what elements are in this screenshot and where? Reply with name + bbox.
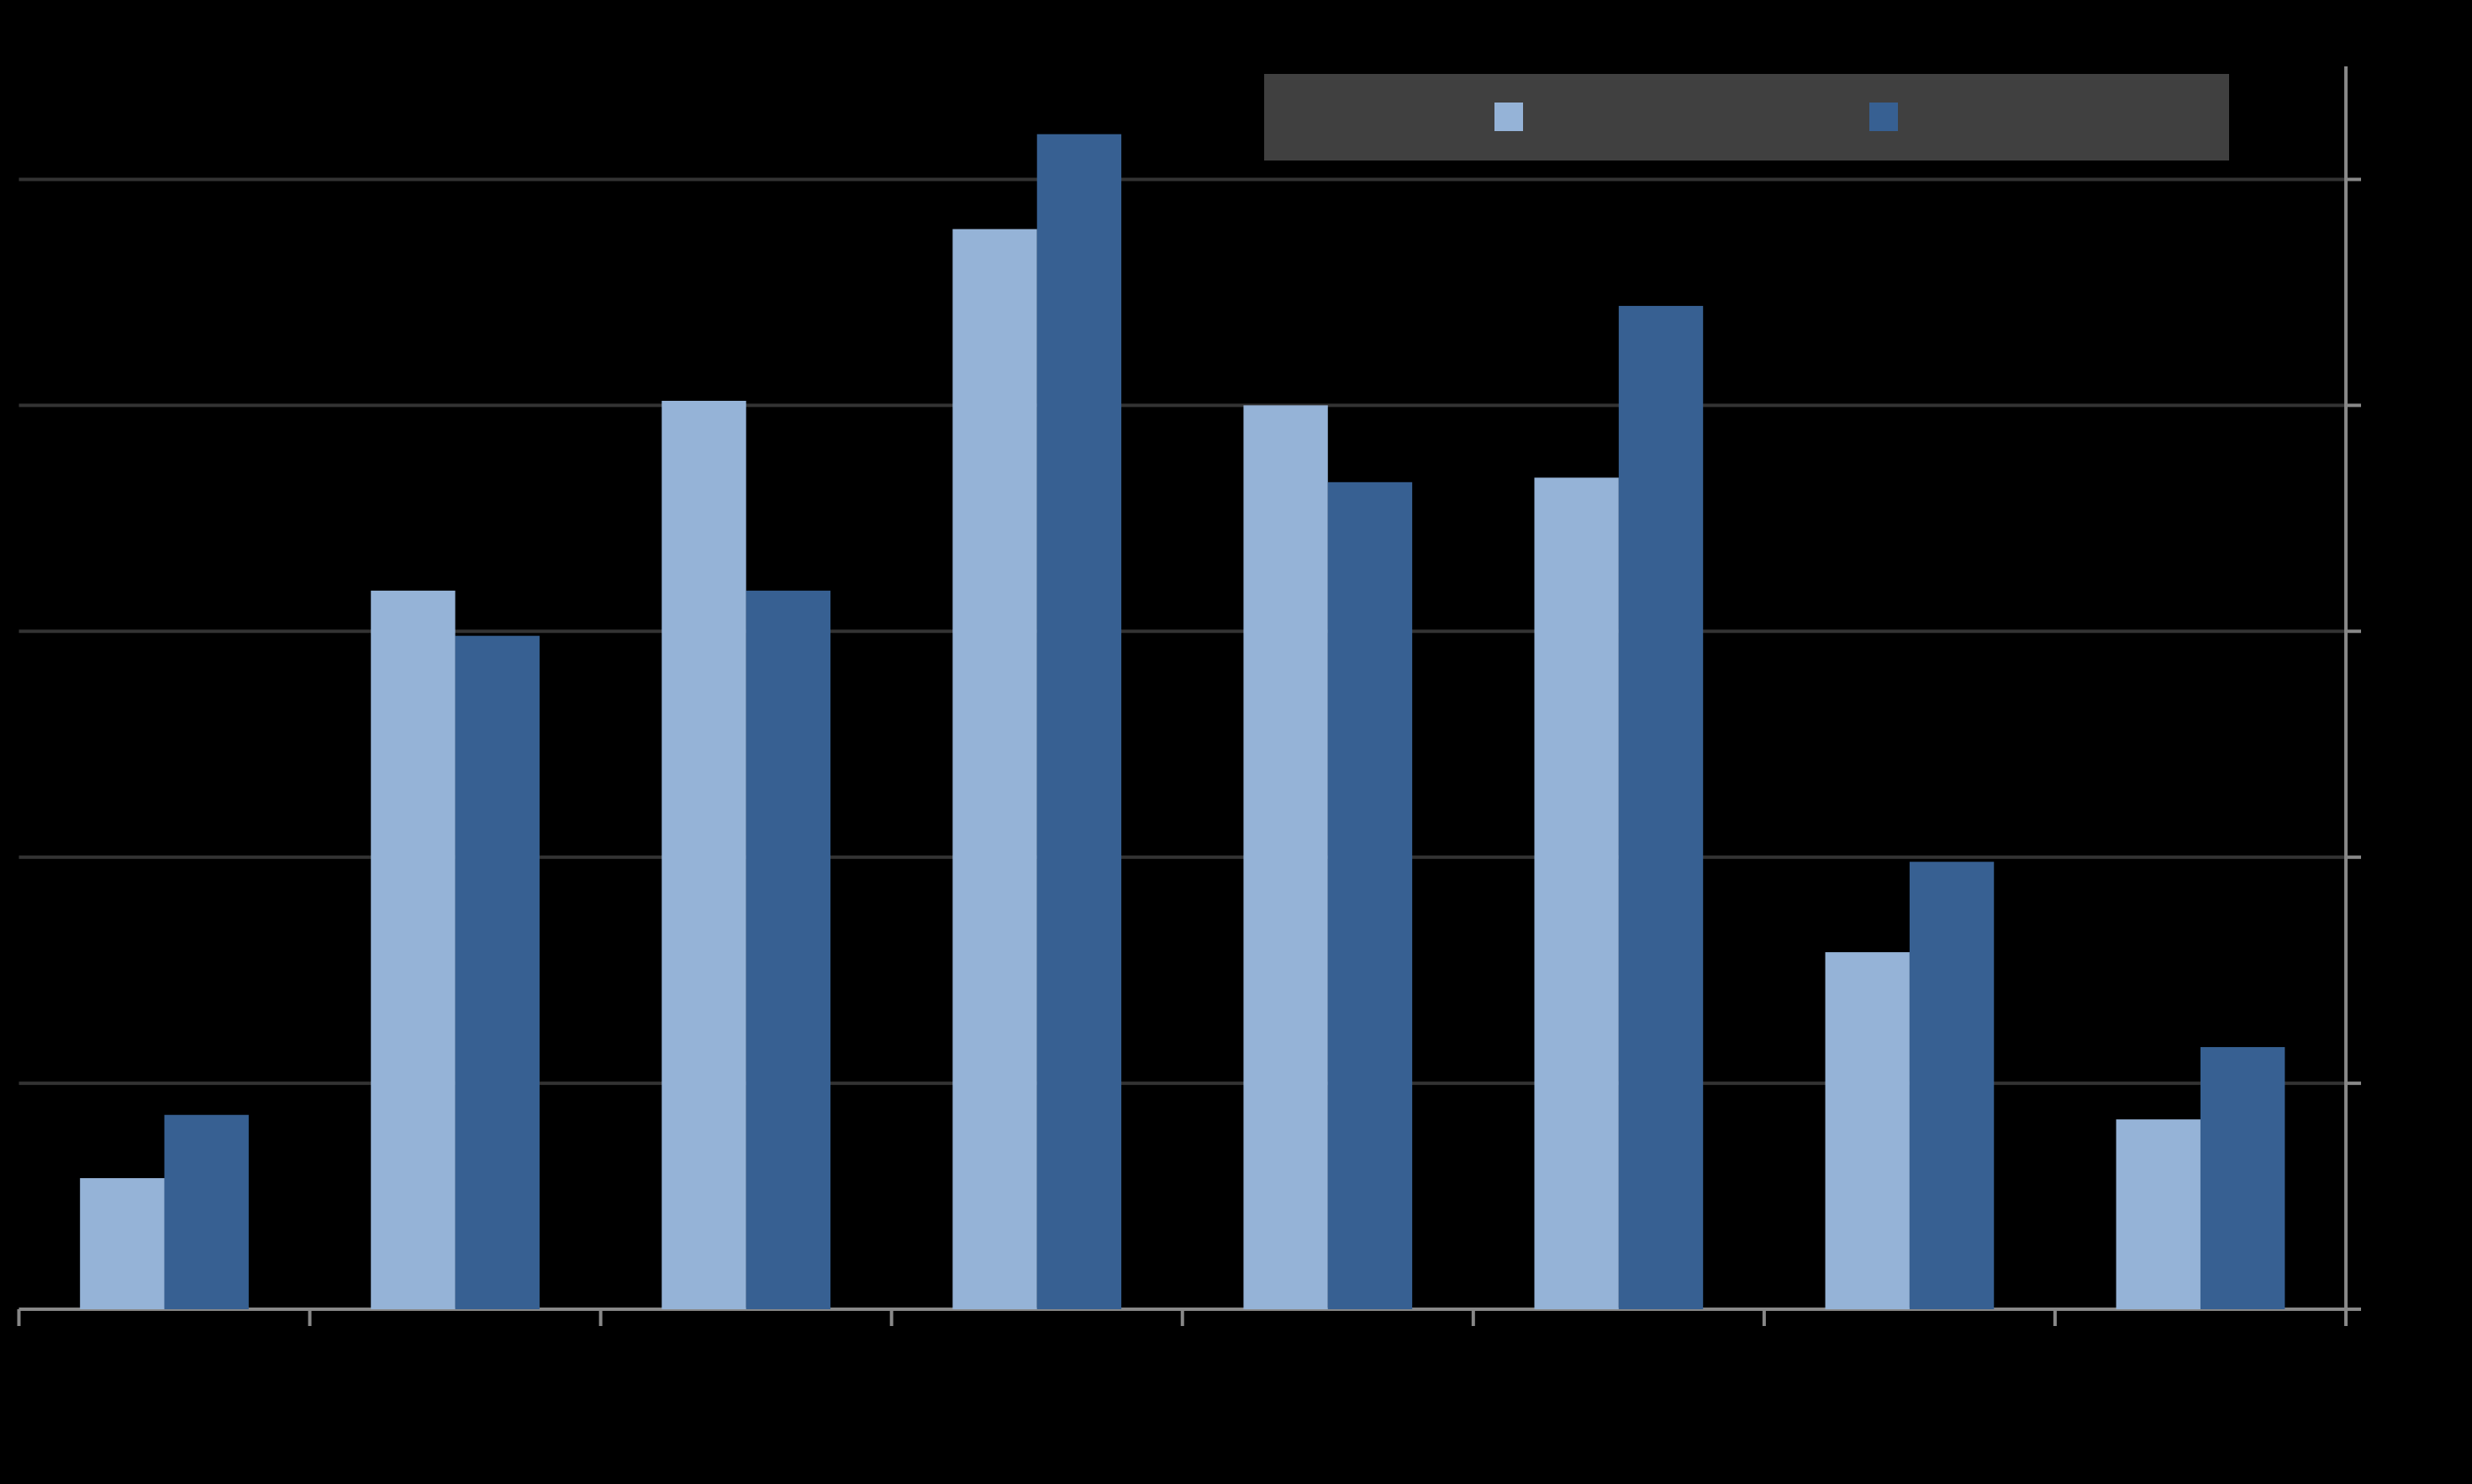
bar xyxy=(2116,1119,2201,1309)
legend-marker xyxy=(1869,103,1898,131)
bar xyxy=(952,229,1037,1310)
bar xyxy=(746,590,831,1309)
bar xyxy=(164,1114,249,1309)
bar xyxy=(1825,952,1910,1309)
bar xyxy=(1618,306,1704,1309)
bar xyxy=(371,590,456,1309)
bar xyxy=(455,635,540,1309)
bar xyxy=(1036,134,1122,1309)
bar xyxy=(1534,477,1619,1309)
bar xyxy=(80,1178,165,1309)
legend-marker xyxy=(1494,103,1523,131)
legend-box xyxy=(1264,74,2229,161)
bar xyxy=(2200,1047,2285,1309)
bar xyxy=(1909,861,1995,1309)
bar xyxy=(661,400,746,1309)
bar xyxy=(1327,482,1413,1309)
bar xyxy=(1243,405,1328,1309)
